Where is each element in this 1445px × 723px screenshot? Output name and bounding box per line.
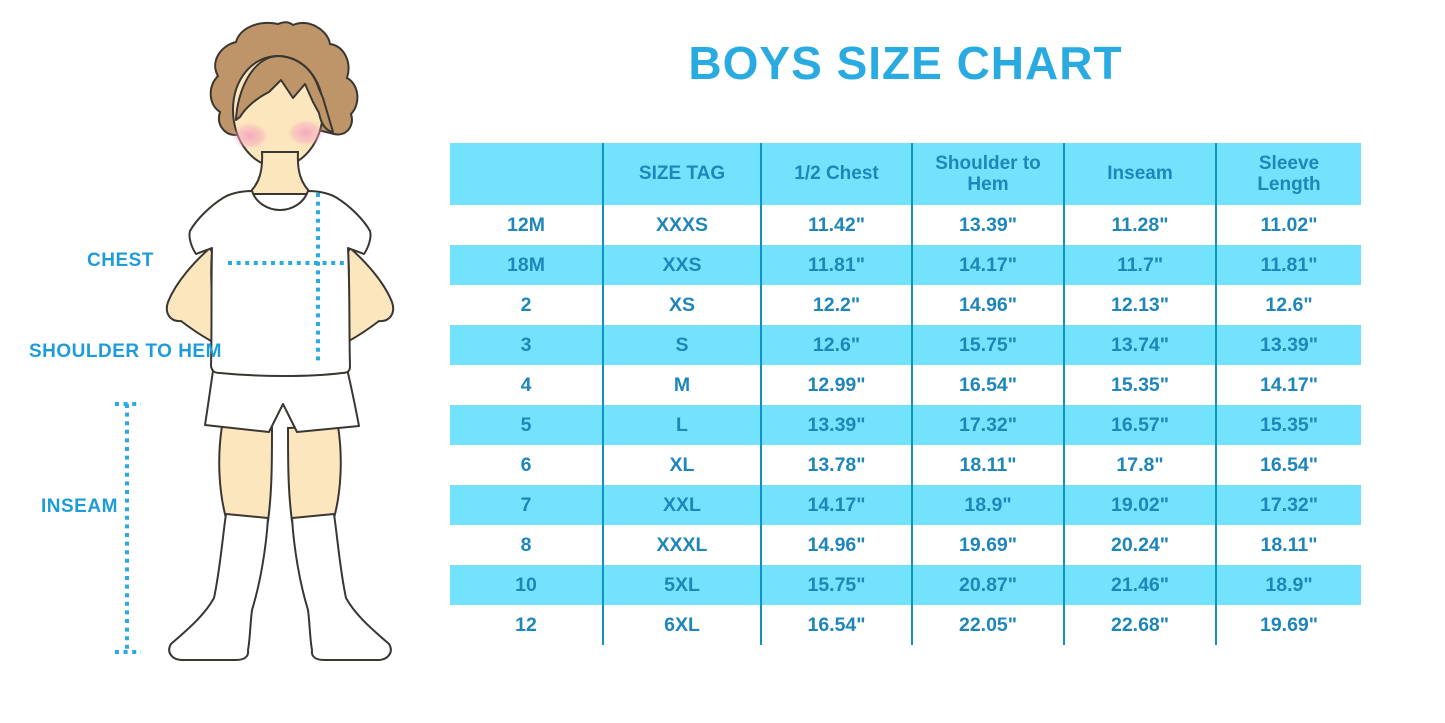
measurement-cell: 15.75": [911, 325, 1063, 365]
header-cell: 1/2 Chest: [760, 143, 911, 205]
measurement-cell: 21.46": [1063, 565, 1215, 605]
measurement-cell: 11.42": [760, 205, 911, 245]
blush-right: [288, 120, 324, 146]
size-cell: 10: [450, 565, 602, 605]
size-tag-cell: M: [602, 365, 760, 405]
measurement-cell: 13.39": [911, 205, 1063, 245]
measurement-cell: 17.32": [1215, 485, 1361, 525]
measurement-cell: 19.69": [911, 525, 1063, 565]
size-cell: 6: [450, 445, 602, 485]
size-tag-cell: S: [602, 325, 760, 365]
measurement-cell: 11.81": [1215, 245, 1361, 285]
measurement-cell: 19.02": [1063, 485, 1215, 525]
measurement-cell: 11.7": [1063, 245, 1215, 285]
measurement-cell: 18.9": [911, 485, 1063, 525]
hair-fringe: [235, 55, 334, 133]
page-title: BOYS SIZE CHART: [688, 37, 1123, 89]
measurement-cell: 16.57": [1063, 405, 1215, 445]
measurement-cell: 22.68": [1063, 605, 1215, 645]
measurement-cell: 20.87": [911, 565, 1063, 605]
header-cell: Shoulder to Hem: [911, 143, 1063, 205]
measurement-cell: 14.17": [1215, 365, 1361, 405]
measurement-cell: 18.11": [1215, 525, 1361, 565]
size-tag-cell: XS: [602, 285, 760, 325]
measurement-cell: 12.2": [760, 285, 911, 325]
measurement-cell: 16.54": [760, 605, 911, 645]
size-cell: 8: [450, 525, 602, 565]
size-table: SIZE TAG 1/2 Chest Shoulder to Hem Inseam Sl…: [450, 143, 1361, 645]
shorts: [204, 363, 360, 433]
measurement-cell: 16.54": [1215, 445, 1361, 485]
measurement-cell: 12.99": [760, 365, 911, 405]
size-cell: 4: [450, 365, 602, 405]
size-cell: 5: [450, 405, 602, 445]
header-cell: SIZE TAG: [602, 143, 760, 205]
size-cell: 2: [450, 285, 602, 325]
measurement-cell: 17.8": [1063, 445, 1215, 485]
size-tag-cell: XXXS: [602, 205, 760, 245]
boy-figure-illustration: [0, 0, 460, 723]
measurement-cell: 11.02": [1215, 205, 1361, 245]
blush-left: [232, 123, 268, 149]
left-leg: [218, 424, 274, 523]
inseam-label: INSEAM: [41, 496, 118, 517]
measurement-cell: 13.78": [760, 445, 911, 485]
size-tag-cell: 6XL: [602, 605, 760, 645]
header-cell: Inseam: [1063, 143, 1215, 205]
size-cell: 12M: [450, 205, 602, 245]
chest-label: CHEST: [87, 250, 154, 271]
measurement-cell: 13.39": [760, 405, 911, 445]
boy-figure-svg: [115, 21, 395, 661]
measurement-cell: 22.05": [911, 605, 1063, 645]
measurement-cell: 18.9": [1215, 565, 1361, 605]
measurement-cell: 11.81": [760, 245, 911, 285]
header-cell-empty: [450, 143, 602, 205]
size-tag-cell: XXL: [602, 485, 760, 525]
measurement-cell: 13.39": [1215, 325, 1361, 365]
size-tag-cell: XXXL: [602, 525, 760, 565]
measurement-cell: 17.32": [911, 405, 1063, 445]
measurement-cell: 14.96": [911, 285, 1063, 325]
measurement-cell: 14.17": [760, 485, 911, 525]
measurement-cell: 15.75": [760, 565, 911, 605]
right-sock: [290, 512, 392, 661]
size-tag-cell: L: [602, 405, 760, 445]
measurement-cell: 19.69": [1215, 605, 1361, 645]
measurement-cell: 18.11": [911, 445, 1063, 485]
measurement-cell: 16.54": [911, 365, 1063, 405]
size-cell: 12: [450, 605, 602, 645]
measurement-cell: 12.6": [760, 325, 911, 365]
tshirt: [188, 190, 372, 377]
size-cell: 7: [450, 485, 602, 525]
header-cell: Sleeve Length: [1215, 143, 1361, 205]
measurement-cell: 15.35": [1215, 405, 1361, 445]
measurement-cell: 14.17": [911, 245, 1063, 285]
size-cell: 3: [450, 325, 602, 365]
measurement-cell: 20.24": [1063, 525, 1215, 565]
measurement-cell: 11.28": [1063, 205, 1215, 245]
right-leg: [286, 424, 342, 523]
measurement-cell: 12.6": [1215, 285, 1361, 325]
size-tag-cell: XXS: [602, 245, 760, 285]
size-cell: 18M: [450, 245, 602, 285]
measurement-cell: 15.35": [1063, 365, 1215, 405]
size-tag-cell: XL: [602, 445, 760, 485]
left-sock: [168, 512, 270, 661]
measurement-cell: 13.74": [1063, 325, 1215, 365]
measurement-cell: 12.13": [1063, 285, 1215, 325]
measurement-cell: 14.96": [760, 525, 911, 565]
shoulder-to-hem-label: SHOULDER TO HEM: [29, 341, 222, 362]
size-tag-cell: 5XL: [602, 565, 760, 605]
